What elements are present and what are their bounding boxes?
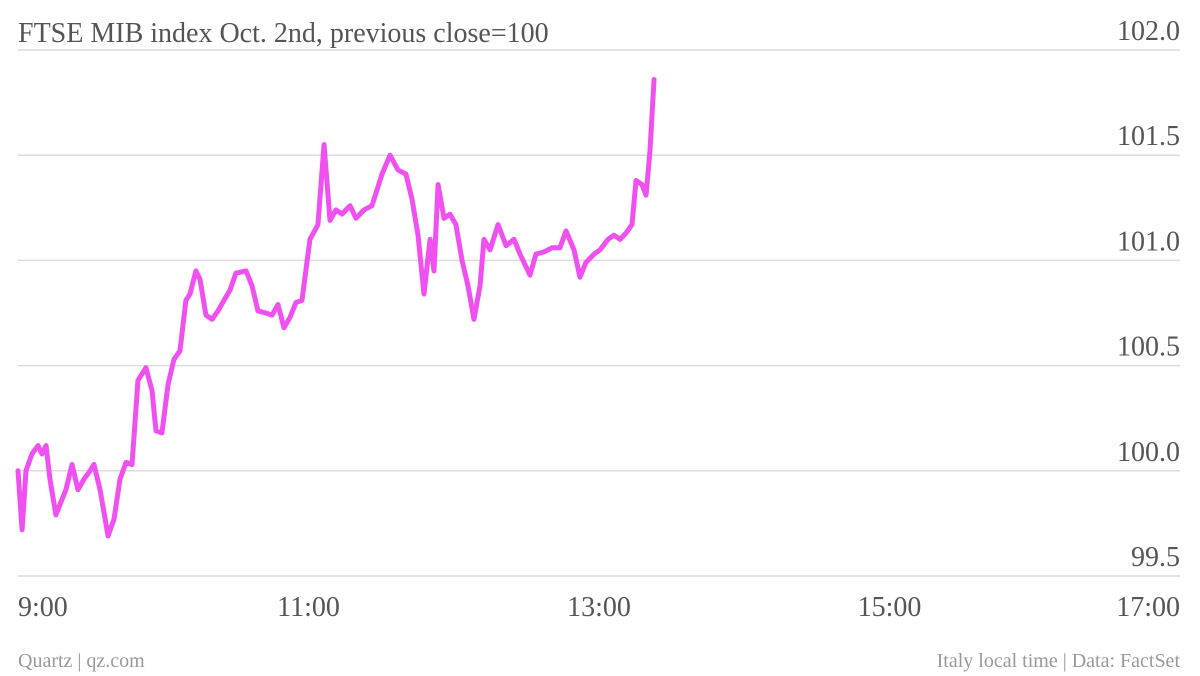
y-tick-label: 101.5 bbox=[1117, 121, 1180, 152]
y-tick-label: 101.0 bbox=[1117, 226, 1180, 257]
y-tick-label: 100.5 bbox=[1117, 332, 1180, 363]
source: Quartz | qz.com bbox=[18, 650, 145, 672]
x-tick-label: 17:00 bbox=[1116, 592, 1180, 623]
x-tick-label: 13:00 bbox=[567, 592, 631, 623]
price-line bbox=[15, 76, 657, 539]
chart-title: FTSE MIB index Oct. 2nd, previous close=… bbox=[18, 18, 549, 49]
x-tick-label: 11:00 bbox=[277, 592, 340, 623]
note: Italy local time | Data: FactSet bbox=[937, 650, 1181, 672]
y-tick-label: 99.5 bbox=[1131, 542, 1180, 573]
y-tick-label: 100.0 bbox=[1117, 437, 1180, 468]
x-tick-label: 9:00 bbox=[18, 592, 68, 623]
x-tick-label: 15:00 bbox=[858, 592, 922, 623]
y-tick-label: 102.0 bbox=[1117, 16, 1180, 47]
